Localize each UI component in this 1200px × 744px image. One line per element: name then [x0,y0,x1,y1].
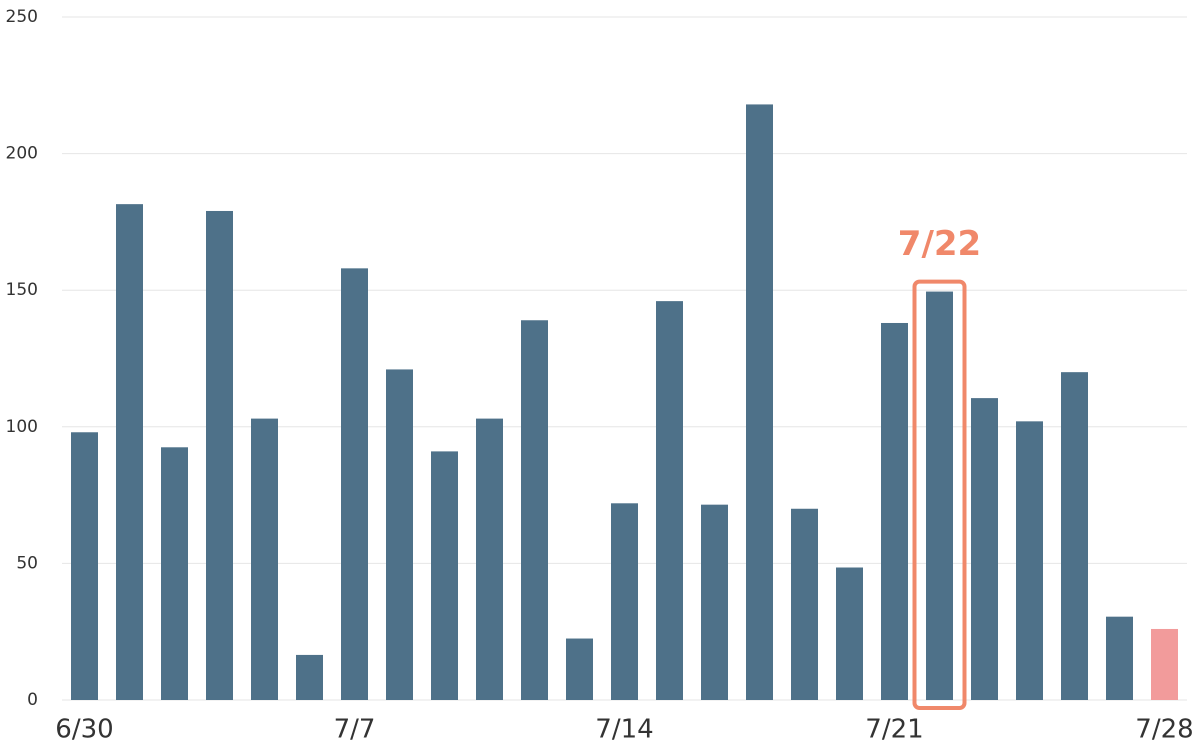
y-tick-label: 150 [6,280,38,300]
bar [701,504,728,700]
bar [296,654,323,700]
x-tick-label: 7/21 [865,715,923,744]
y-tick-label: 250 [6,7,38,27]
bar [836,567,863,700]
y-tick-label: 0 [27,690,38,710]
bar [341,268,368,700]
highlight-box [912,279,967,710]
x-tick-label: 7/14 [595,715,653,744]
bar [1106,616,1133,700]
bar [476,418,503,700]
x-tick-label: 6/30 [55,715,113,744]
x-tick-label: 7/28 [1135,715,1193,744]
bar [971,398,998,700]
bar [1016,421,1043,700]
bar [926,291,953,700]
bar [791,508,818,700]
bar [566,638,593,700]
bar [521,320,548,700]
bar [746,104,773,700]
bar [386,369,413,700]
bar [206,210,233,701]
bar [881,322,908,700]
annotation: 7/22 [898,224,981,264]
bar [71,432,98,700]
bar [161,447,188,700]
bar [1151,628,1178,700]
bar [656,301,683,700]
bar [431,451,458,700]
bar [611,503,638,700]
bar [251,418,278,700]
bar [116,204,143,700]
bar [1061,372,1088,700]
y-tick-label: 100 [6,417,38,437]
x-tick-label: 7/7 [334,715,376,744]
y-tick-label: 50 [16,553,38,573]
y-tick-label: 200 [6,144,38,164]
